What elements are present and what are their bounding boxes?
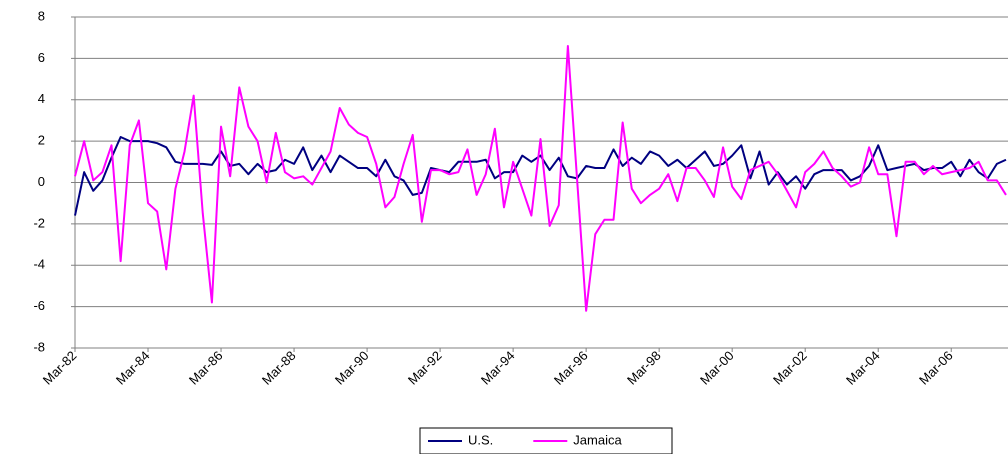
x-tick-label: Mar-96 [551, 348, 591, 388]
x-tick-label: Mar-92 [405, 348, 445, 388]
x-tick-label: Mar-88 [259, 348, 299, 388]
legend-label: U.S. [468, 432, 493, 447]
x-tick-label: Mar-84 [113, 348, 153, 388]
x-tick-label: Mar-02 [770, 348, 810, 388]
y-tick-label: -8 [33, 339, 45, 354]
y-tick-label: 8 [38, 8, 45, 23]
y-tick-label: 2 [38, 133, 45, 148]
x-tick-label: Mar-06 [916, 348, 956, 388]
y-tick-label: -4 [33, 257, 45, 272]
y-tick-label: -2 [33, 215, 45, 230]
x-tick-label: Mar-94 [478, 348, 518, 388]
y-tick-label: -6 [33, 298, 45, 313]
x-tick-label: Mar-98 [624, 348, 664, 388]
y-tick-label: 0 [38, 174, 45, 189]
x-tick-label: Mar-82 [40, 348, 80, 388]
x-tick-label: Mar-86 [186, 348, 226, 388]
y-tick-label: 6 [38, 50, 45, 65]
series-line [74, 135, 1007, 216]
x-tick-label: Mar-00 [697, 348, 737, 388]
series-line [74, 44, 1007, 312]
x-tick-label: Mar-04 [843, 348, 883, 388]
x-tick-label: Mar-90 [332, 348, 372, 388]
y-tick-label: 4 [38, 91, 45, 106]
legend-label: Jamaica [573, 432, 622, 447]
